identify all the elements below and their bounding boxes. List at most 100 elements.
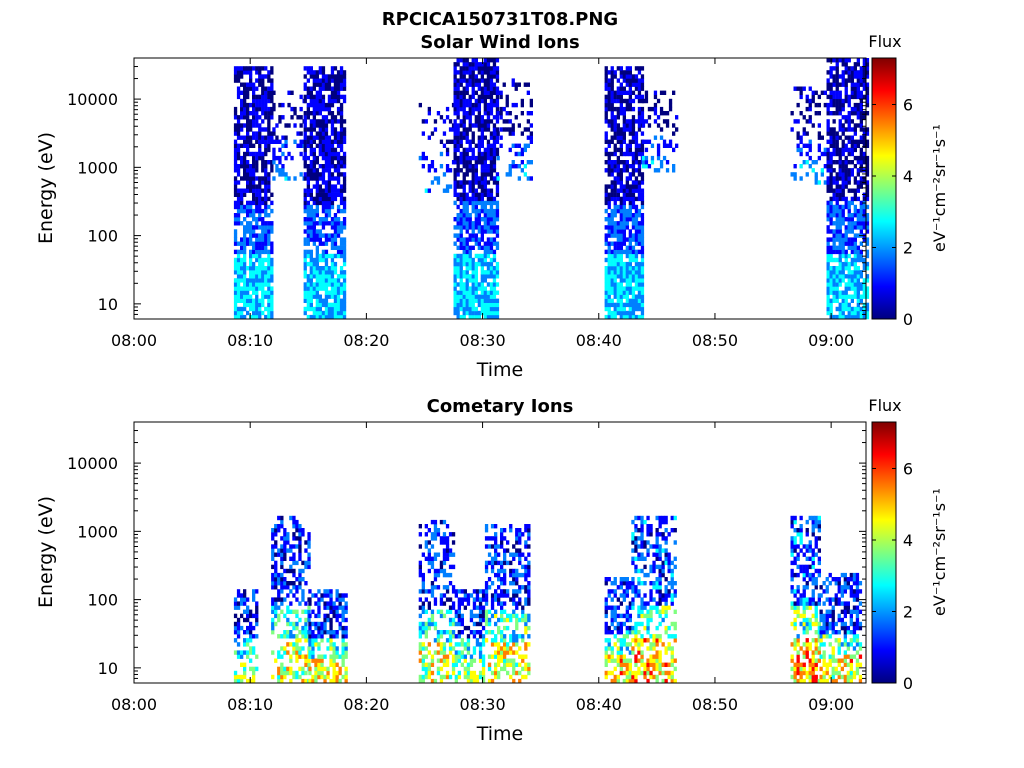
heatmap-cell [264, 139, 268, 144]
heatmap-cell [330, 294, 335, 299]
heatmap-cell [472, 674, 477, 680]
heatmap-cell [267, 123, 271, 128]
heatmap-cell [267, 160, 271, 165]
heatmap-cell [342, 249, 347, 255]
heatmap-cell [301, 577, 305, 582]
heatmap-cell [477, 139, 481, 144]
heatmap-cell [421, 151, 425, 157]
heatmap-cell [793, 172, 797, 177]
heatmap-cell [456, 58, 460, 63]
heatmap-cell [631, 294, 636, 299]
heatmap-cell [339, 115, 344, 120]
heatmap-cell [323, 625, 327, 631]
heatmap-cell [336, 225, 341, 230]
heatmap-cell [339, 127, 344, 132]
heatmap-cell [817, 123, 821, 128]
heatmap-cell [509, 662, 513, 667]
heatmap-cell [484, 613, 489, 619]
heatmap-cell [856, 62, 860, 67]
heatmap-cell [859, 82, 863, 87]
heatmap-cell [619, 314, 623, 320]
heatmap-cell [333, 213, 338, 218]
heatmap-cell [865, 160, 870, 165]
heatmap-cell [653, 119, 658, 124]
heatmap-cell [312, 274, 316, 279]
heatmap-cell [442, 143, 447, 148]
heatmap-cell [526, 143, 530, 148]
heatmap-cell [847, 139, 851, 144]
heatmap-cell [321, 78, 326, 83]
heatmap-cell [494, 524, 498, 529]
heatmap-cell [477, 119, 481, 124]
heatmap-cell [619, 66, 623, 71]
heatmap-cell [339, 229, 344, 234]
heatmap-cell [459, 160, 463, 165]
heatmap-cell [321, 270, 326, 275]
heatmap-cell [292, 581, 296, 586]
heatmap-cell [802, 143, 806, 148]
heatmap-cell [477, 298, 481, 303]
heatmap-cell [267, 139, 271, 144]
heatmap-cell [474, 314, 478, 320]
heatmap-cell [261, 233, 265, 238]
heatmap-cell [478, 597, 483, 602]
heatmap-cell [324, 237, 329, 242]
heatmap-cell [480, 94, 484, 100]
heatmap-cell [489, 172, 494, 177]
heatmap-cell [462, 78, 466, 83]
heatmap-cell [477, 151, 481, 157]
heatmap-cell [471, 286, 475, 291]
heatmap-cell [616, 298, 620, 303]
heatmap-cell [625, 261, 629, 267]
heatmap-cell [270, 229, 274, 234]
heatmap-cell [625, 188, 629, 193]
heatmap-cell [628, 298, 632, 303]
heatmap-cell [512, 678, 516, 684]
heatmap-cell [445, 630, 450, 635]
heatmap-cell [622, 86, 626, 91]
heatmap-cell [327, 208, 332, 214]
heatmap-cell [308, 601, 312, 606]
heatmap-cell [484, 581, 489, 586]
heatmap-cell [252, 98, 256, 104]
heatmap-cell [480, 74, 484, 79]
heatmap-cell [333, 184, 338, 189]
heatmap-cell [838, 294, 842, 299]
heatmap-cell [312, 213, 316, 218]
heatmap-cell [487, 552, 492, 557]
heatmap-cell [826, 302, 830, 308]
heatmap-cell [448, 630, 453, 635]
heatmap-cell [315, 82, 319, 87]
heatmap-cell [859, 111, 863, 116]
heatmap-cell [653, 102, 658, 108]
heatmap-cell [284, 123, 288, 128]
heatmap-cell [462, 282, 466, 287]
heatmap-cell [622, 106, 626, 112]
heatmap-cell [859, 310, 863, 316]
heatmap-cell [309, 306, 313, 312]
heatmap-cell [607, 160, 611, 165]
heatmap-cell [841, 180, 845, 185]
heatmap-cell [838, 306, 842, 312]
heatmap-cell [336, 302, 341, 308]
heatmap-cell [270, 160, 274, 165]
heatmap-cell [240, 613, 244, 619]
heatmap-cell [318, 123, 322, 128]
heatmap-cell [468, 184, 472, 189]
heatmap-cell [252, 650, 256, 655]
heatmap-cell [326, 589, 330, 594]
heatmap-cell [838, 82, 842, 87]
heatmap-cell [474, 143, 478, 148]
heatmap-cell [628, 74, 632, 79]
heatmap-cell [607, 168, 611, 173]
heatmap-cell [335, 630, 339, 635]
heatmap-cell [453, 70, 457, 75]
heatmap-cell [472, 589, 477, 594]
heatmap-cell [261, 221, 265, 226]
heatmap-cell [628, 119, 632, 124]
heatmap-cell [826, 306, 830, 312]
heatmap-cell [427, 650, 431, 655]
heatmap-cell [309, 221, 313, 226]
heatmap-cell [489, 94, 494, 100]
heatmap-cell [640, 94, 645, 100]
